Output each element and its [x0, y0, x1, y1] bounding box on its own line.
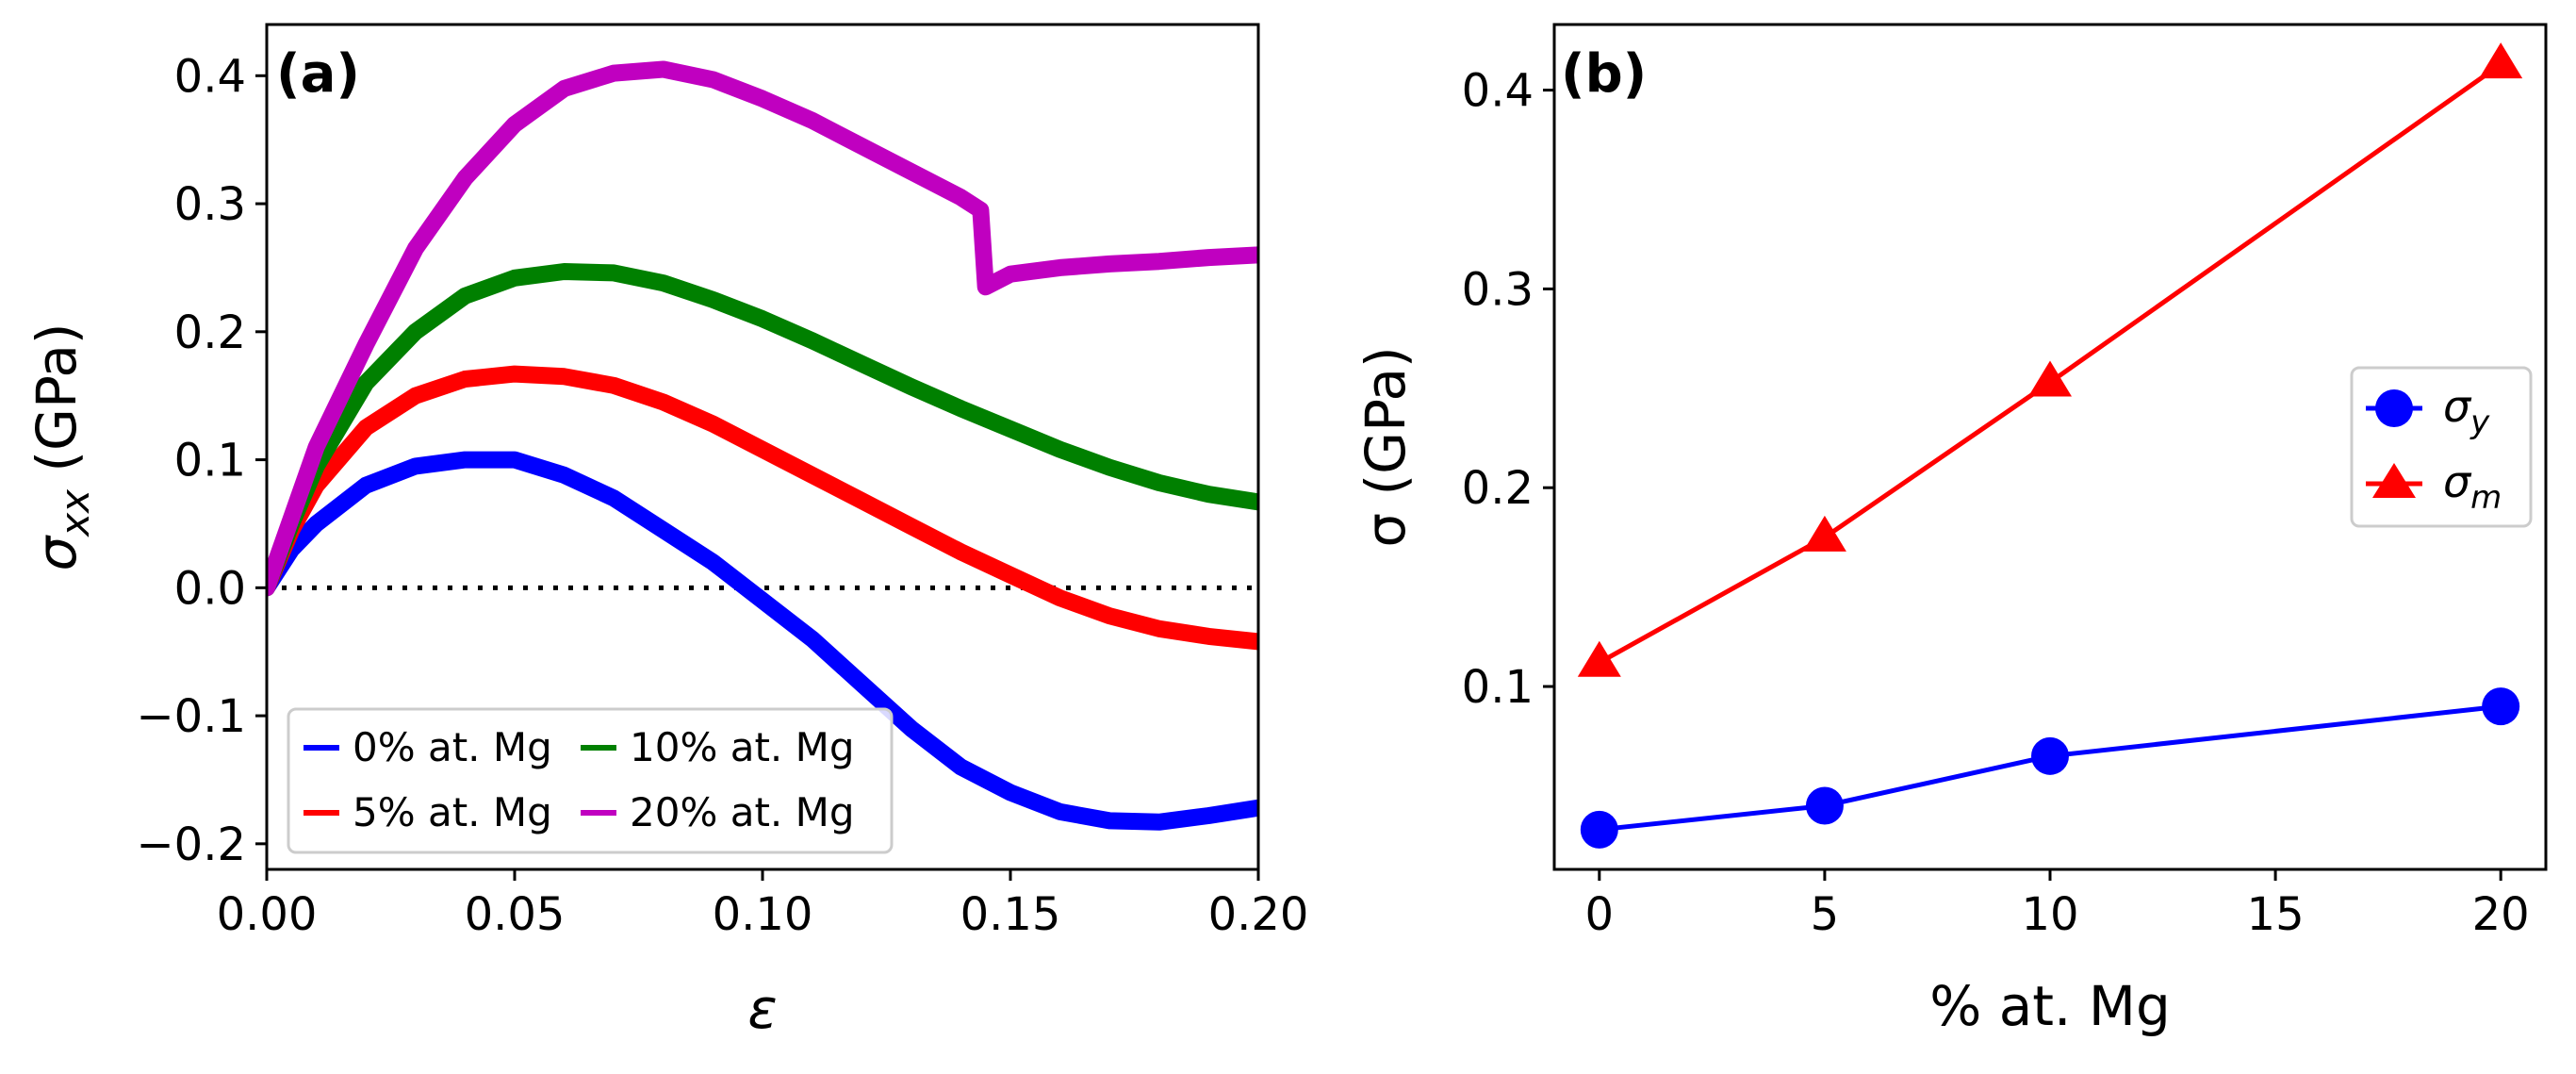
a-ytick-label-0: −0.2	[136, 818, 246, 871]
b-point-sigma-m-3	[2479, 42, 2523, 79]
a-ytick-label-6: 0.4	[174, 50, 246, 103]
b-xtick-label-4: 20	[2472, 888, 2530, 941]
legend-sigma-y-sub: y	[2469, 404, 2490, 441]
b-xtick-label-3: 15	[2247, 888, 2305, 941]
a-ytick-label-4: 0.2	[174, 306, 246, 359]
a-xtick-label-3: 0.15	[960, 888, 1061, 941]
legend-label-0: 0% at. Mg	[353, 724, 552, 770]
b-y-ticks: 0.1 0.2 0.3 0.4	[1462, 65, 1554, 714]
series-line-1	[267, 365, 1258, 651]
a-xtick-label-4: 0.20	[1208, 888, 1309, 941]
legend-marker-sigma-m	[2372, 463, 2416, 498]
a-y-ticks: −0.2 −0.1 0.0 0.1 0.2 0.3 0.4	[136, 50, 267, 871]
b-point-sigma-y-2	[2031, 736, 2069, 775]
b-legend: σy σm	[2350, 366, 2533, 528]
a-ylabel-sub: xx	[52, 488, 98, 538]
b-ytick-label-3: 0.4	[1462, 65, 1534, 118]
b-point-sigma-m-0	[1577, 640, 1621, 677]
legend-sigma-m-main: σ	[2443, 456, 2472, 507]
legend-label-3: 20% at. Mg	[630, 789, 855, 835]
a-ytick-label-3: 0.1	[174, 435, 246, 487]
b-xtick-label-2: 10	[2021, 888, 2078, 941]
a-series-group	[267, 60, 1258, 831]
series-line-3	[267, 60, 1258, 597]
b-ytick-label-2: 0.3	[1462, 263, 1534, 316]
b-point-sigma-m-1	[1802, 515, 1846, 552]
legend-label-sigma-y: σy	[2443, 381, 2490, 441]
legend-sigma-m-sub: m	[2470, 479, 2502, 517]
a-xtick-label-0: 0.00	[217, 888, 318, 941]
b-xtick-label-0: 0	[1585, 888, 1615, 941]
a-ylabel-main: σ	[25, 535, 89, 571]
b-point-sigma-y-0	[1580, 810, 1618, 849]
b-series-group	[1577, 42, 2523, 849]
a-legend-frame	[287, 707, 894, 854]
a-ylabel-unit: (GPa)	[25, 322, 89, 489]
legend-label-2: 10% at. Mg	[630, 724, 855, 770]
a-ytick-label-2: 0.0	[174, 562, 246, 615]
a-x-ticks: 0.00 0.05 0.10 0.15 0.20	[217, 869, 1309, 941]
series-line-2	[267, 263, 1258, 597]
b-x-ticks: 0 5 10 15 20	[1585, 869, 2530, 941]
b-x-axis-label: % at. Mg	[1929, 974, 2171, 1038]
b-ytick-label-1: 0.2	[1462, 462, 1534, 515]
panel-a: 0.00 0.05 0.10 0.15 0.20 −0.2 −0.1 0.0 0.1 0.2 0.…	[25, 23, 1309, 1041]
a-legend: 0% at. Mg 10% at. Mg 5% at. Mg 20% at. M…	[287, 707, 894, 854]
a-y-axis-label: σxx (GPa)	[25, 322, 98, 570]
b-point-sigma-y-1	[1805, 786, 1844, 825]
legend-marker-sigma-y	[2375, 389, 2413, 427]
panel-a-label: (a)	[276, 43, 360, 105]
a-xtick-label-2: 0.10	[713, 888, 813, 941]
b-ytick-label-0: 0.1	[1462, 661, 1534, 714]
b-point-sigma-m-2	[2028, 360, 2072, 397]
legend-sigma-y-main: σ	[2443, 381, 2472, 432]
b-legend-frame	[2350, 366, 2533, 528]
b-xtick-label-1: 5	[1811, 888, 1840, 941]
a-xtick-label-1: 0.05	[465, 888, 566, 941]
a-ytick-label-5: 0.3	[174, 178, 246, 231]
legend-label-1: 5% at. Mg	[353, 789, 552, 835]
panel-b-label: (b)	[1561, 43, 1647, 105]
b-y-axis-label: σ (GPa)	[1354, 346, 1418, 547]
panel-b: 0 5 10 15 20 0.1 0.2 0.3 0.4 (b) % at. Mg σ (GP…	[1354, 23, 2548, 1038]
series-line-0	[267, 451, 1258, 831]
legend-label-sigma-m: σm	[2443, 456, 2502, 517]
b-series-line-0	[1599, 703, 2502, 833]
a-ytick-label-1: −0.1	[136, 690, 246, 743]
a-x-axis-label: ε	[747, 977, 777, 1041]
b-series-line-1	[1598, 62, 2502, 665]
b-point-sigma-y-3	[2482, 687, 2520, 726]
